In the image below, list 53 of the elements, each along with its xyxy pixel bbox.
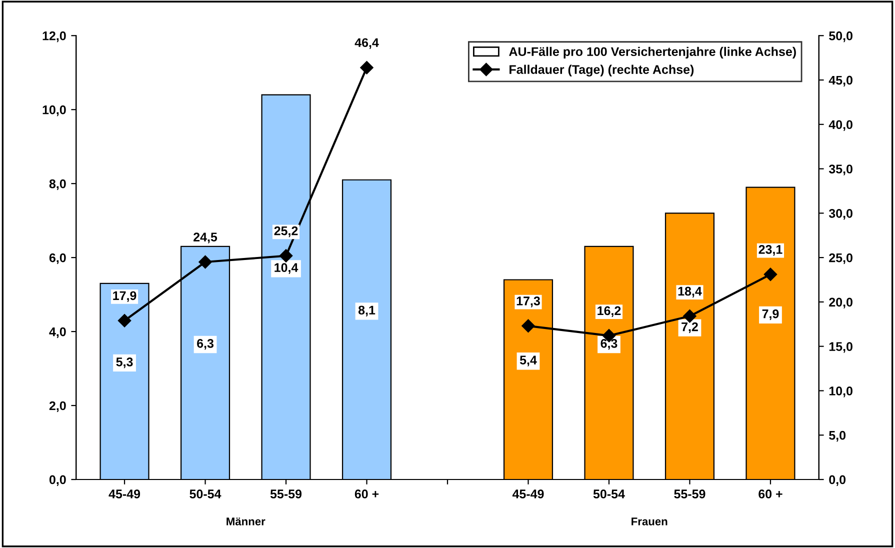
legend-label: Falldauer (Tage) (rechte Achse) (510, 64, 694, 76)
text: Männer (226, 518, 266, 526)
y-tick-label: 4,0 (49, 327, 66, 338)
x-tick-label: 45-49 (108, 490, 140, 498)
data-label: 24,5 (194, 232, 218, 244)
x-tick-label: 50-54 (190, 490, 222, 498)
point (279, 249, 293, 262)
y-tick-label: 8,0 (49, 179, 66, 190)
data-label: 5,4 (520, 356, 537, 366)
data-label: 25,2 (274, 226, 298, 238)
data-label: 7,2 (682, 322, 698, 334)
y-tick-label: 6,0 (49, 253, 66, 264)
data-label: 10,4 (274, 263, 298, 274)
data-label: 46,4 (354, 38, 379, 49)
data-label: 17,9 (113, 291, 136, 302)
text: Frauen (632, 518, 668, 526)
y2-tick-label: 0,0 (829, 475, 846, 486)
point (522, 319, 535, 333)
y2-tick-label: 15,0 (829, 342, 852, 353)
y2-tick-label: 35,0 (828, 164, 852, 176)
x-tick-label: 55-59 (674, 490, 706, 498)
y2-tick-label: 50,0 (829, 31, 852, 42)
data-label: 18,4 (678, 286, 702, 298)
data-label: 23,1 (758, 245, 782, 256)
x-tick-label: 55-59 (270, 490, 302, 498)
point (683, 310, 696, 323)
point (764, 268, 778, 282)
point (360, 60, 374, 74)
y-tick-label: 2,0 (49, 401, 66, 412)
data-label: 16,2 (598, 306, 621, 317)
x-tick-label: 60 + (758, 490, 782, 498)
data-label: 17,3 (516, 296, 540, 308)
x-tick-label: 50-54 (593, 490, 625, 498)
y-tick-label: 12,0 (42, 31, 66, 42)
y2-tick-label: 5,0 (829, 430, 846, 442)
legend-label: AU-Fälle pro 100 Versichertenjahre (linke Achse) (509, 46, 796, 59)
point (118, 314, 132, 328)
data-label: 5,3 (116, 357, 133, 368)
data-label: 6,3 (600, 338, 618, 350)
y2-tick-label: 20,0 (829, 298, 852, 308)
y2-tick-label: 40,0 (828, 120, 852, 131)
data-label: 7,9 (762, 309, 779, 320)
y-tick-label: 10,0 (42, 105, 66, 116)
data-label: 8,1 (358, 306, 376, 316)
y-tick-label: 0,0 (49, 475, 66, 486)
point (198, 255, 212, 269)
y2-tick-label: 25,0 (829, 253, 852, 264)
y2-tick-label: 30,0 (828, 208, 852, 220)
y2-tick-label: 45,0 (828, 76, 852, 86)
x-tick-label: 45-49 (512, 490, 544, 498)
y2-tick-label: 10,0 (829, 386, 852, 398)
data-label: 6,3 (197, 338, 214, 350)
x-tick-label: 60 + (354, 490, 379, 498)
